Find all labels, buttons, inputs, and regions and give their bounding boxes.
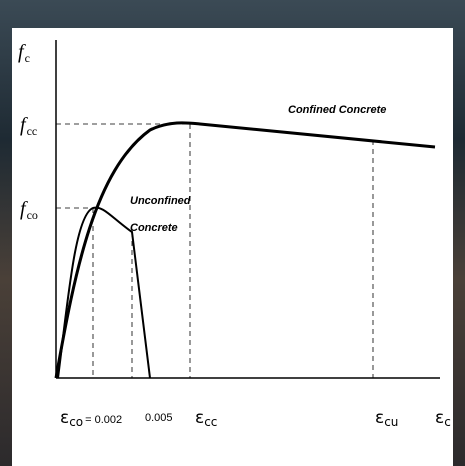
label-part: cc [27,124,38,138]
label-part: f [20,198,28,220]
label-part: c [25,51,30,65]
unconfined-curve [57,206,151,379]
label-part: ε [195,408,204,428]
label-part: cu [384,415,398,429]
unconfined-label: Concrete [130,222,178,234]
label-part: ε [435,408,444,428]
y-axis-label: fc [18,41,30,65]
guides [56,123,374,378]
x-label: εcc [195,408,217,429]
label-part: ε [375,408,384,428]
label-part: co [27,208,38,222]
label-part: f [20,114,28,136]
x-label: εcu [375,408,398,429]
label-part: c [444,415,451,429]
label-part: cc [204,415,217,429]
confined-curve [54,121,436,379]
unconfined-label: Unconfined [130,195,191,207]
x-label: 0.005 [145,412,173,424]
label-part: ε [60,408,69,428]
label-part: = 0.002 [85,414,122,426]
fcc-label: fcc [20,114,37,138]
label-part: co [69,415,83,429]
fco-label: fco [20,198,38,222]
label-part: f [18,41,26,63]
confined-label: Confined Concrete [288,104,386,116]
x-label: εco = 0.002 [60,408,122,429]
x-label: εc [435,408,451,429]
panel [12,28,453,466]
